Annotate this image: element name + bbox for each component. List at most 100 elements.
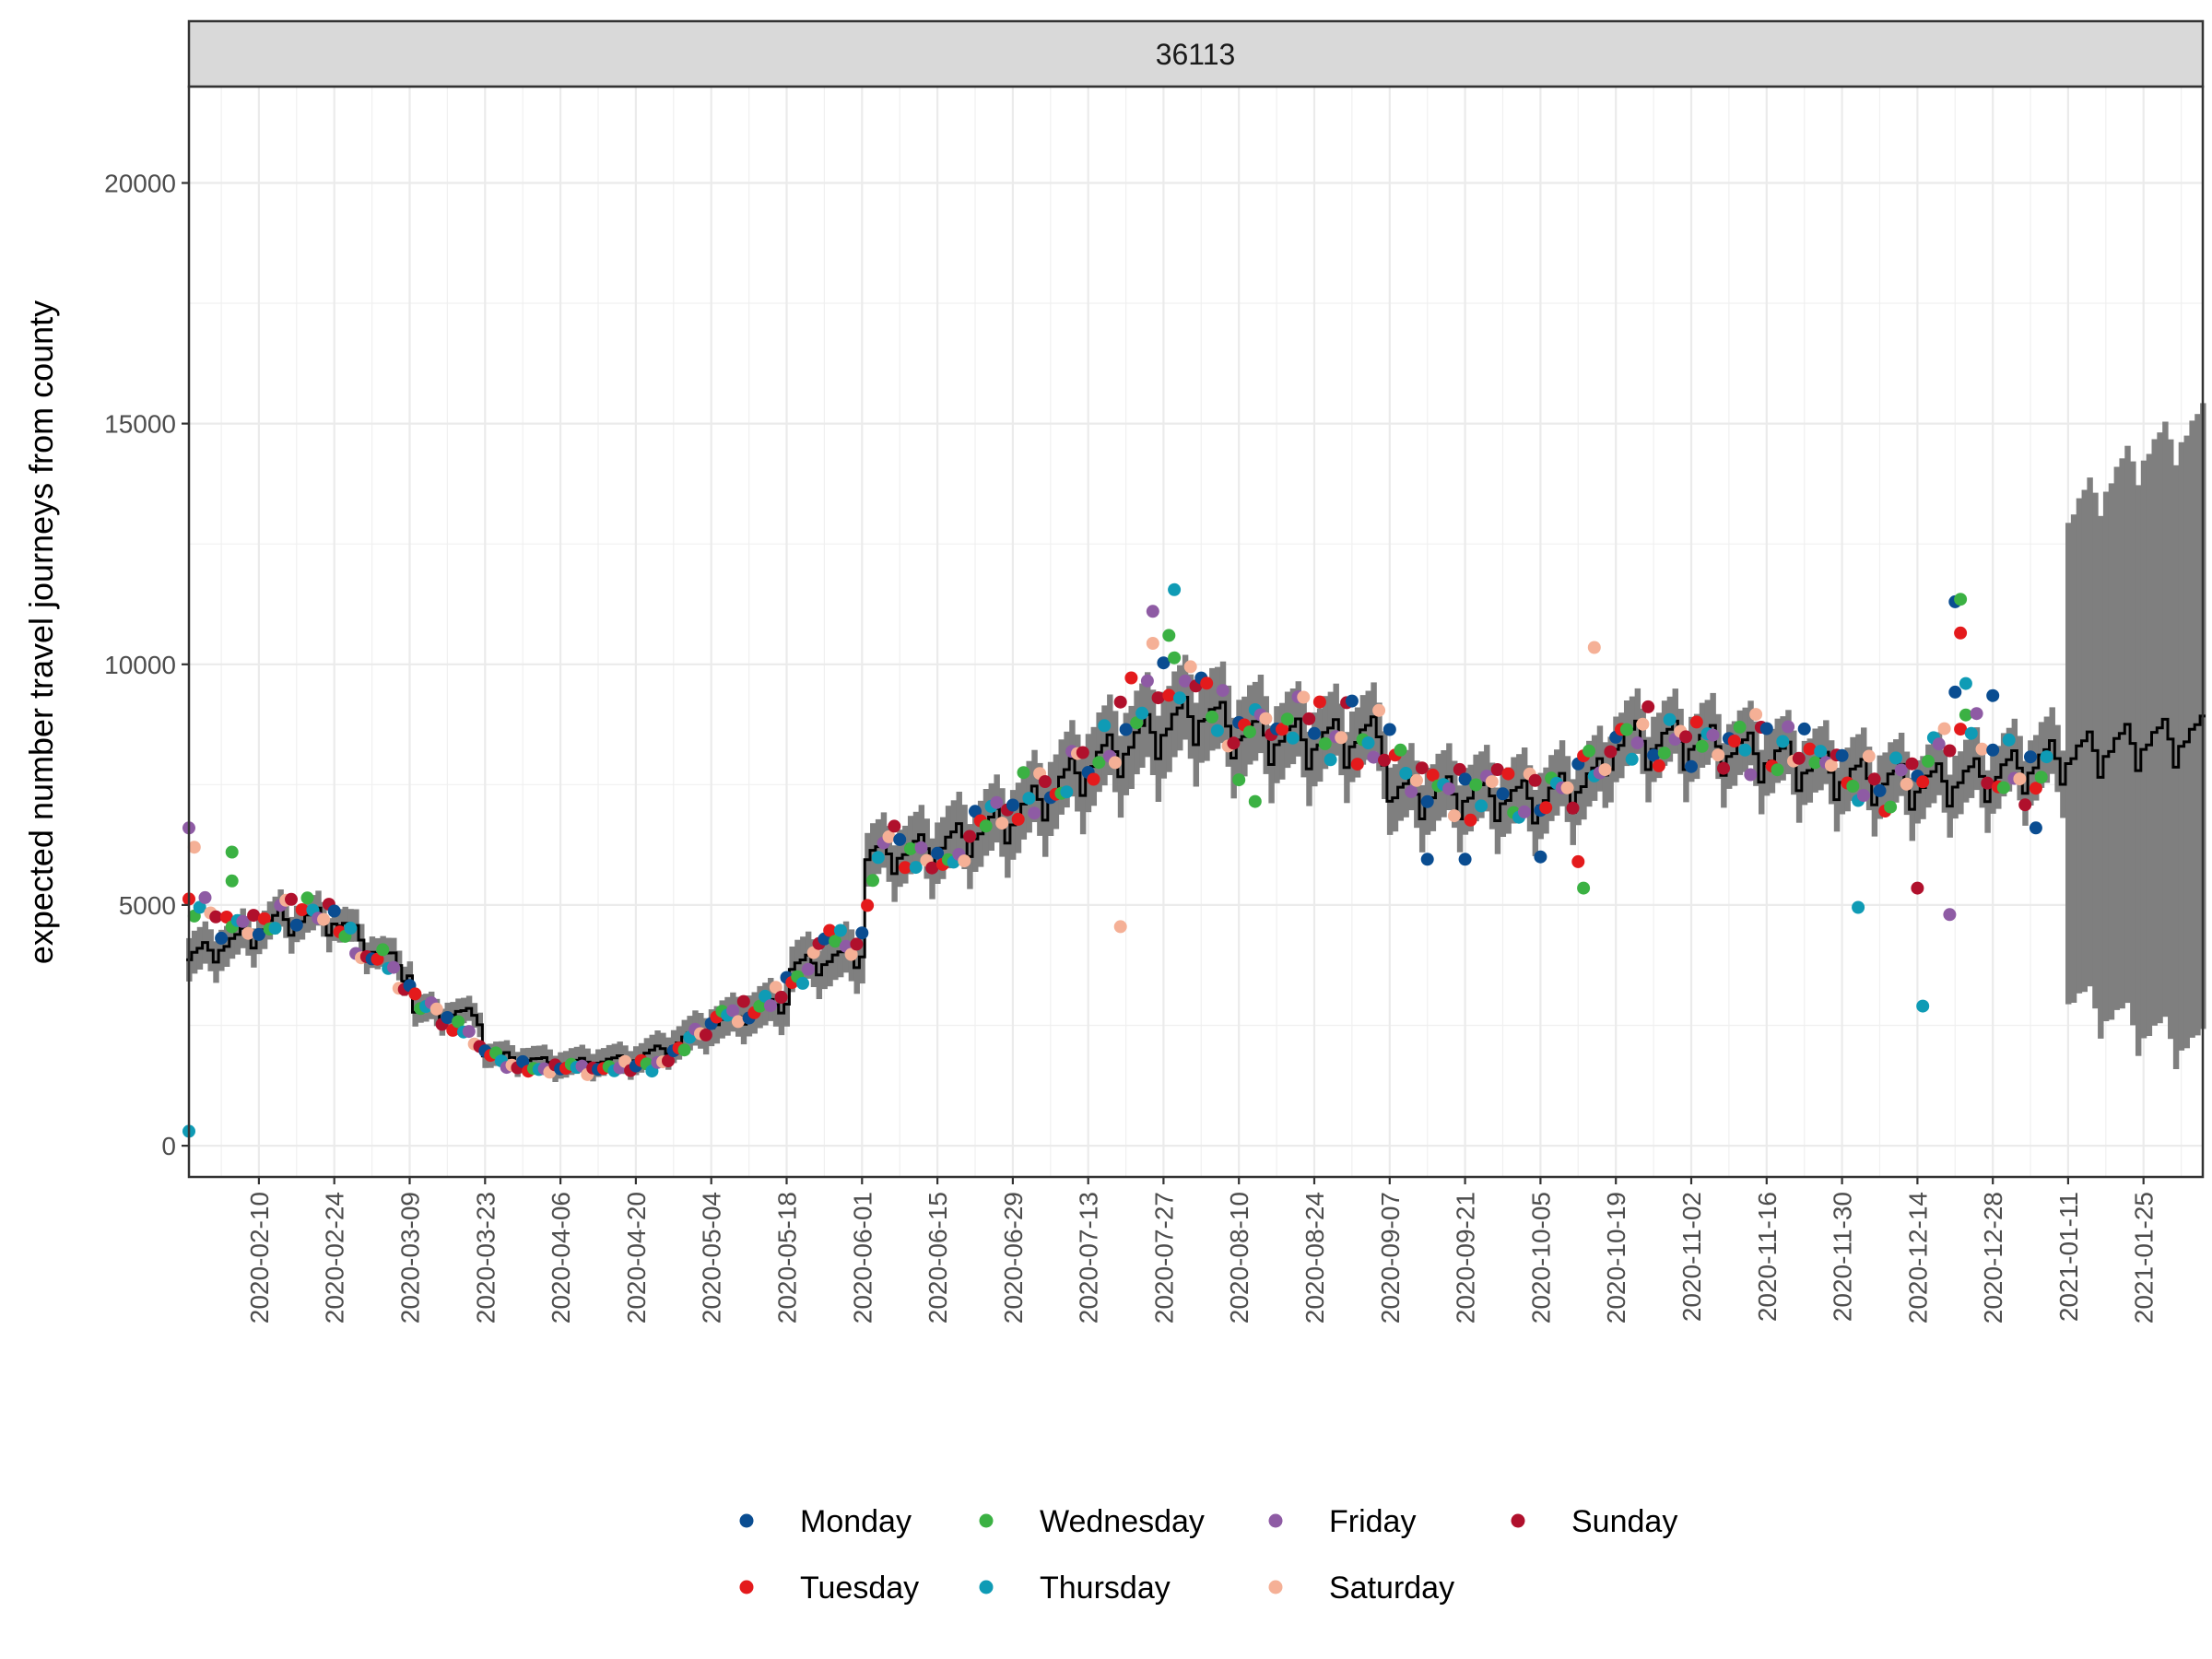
observed-point-thursday: [1098, 719, 1112, 733]
observed-point-sunday: [850, 937, 864, 951]
observed-point-saturday: [769, 981, 782, 994]
observed-point-saturday: [1598, 763, 1612, 777]
observed-point-friday: [1442, 782, 1456, 795]
observed-point-monday: [1534, 850, 1547, 864]
panel-background: [189, 87, 2203, 1177]
x-tick-label: 2020-08-24: [1300, 1192, 1329, 1324]
observed-point-monday: [1420, 794, 1434, 808]
x-tick-label: 2021-01-11: [2054, 1192, 2083, 1322]
observed-point-sunday: [2018, 798, 2032, 812]
observed-point-wednesday: [1959, 708, 1972, 722]
observed-point-saturday: [1410, 773, 1423, 787]
observed-point-monday: [1948, 685, 1962, 699]
facet-strip: 36113: [187, 19, 2205, 88]
observed-point-friday: [990, 795, 1004, 809]
observed-point-friday: [1028, 806, 1041, 820]
legend-key-monday: [739, 1513, 754, 1528]
legend-key-friday: [1268, 1513, 1283, 1528]
observed-point-thursday: [1475, 799, 1488, 813]
observed-point-friday: [1782, 720, 1795, 734]
x-tick-label: 2020-10-19: [1602, 1192, 1630, 1324]
observed-point-friday: [764, 999, 777, 1013]
observed-point-saturday: [882, 830, 896, 843]
observed-point-saturday: [1824, 759, 1838, 772]
observed-point-tuesday: [1464, 813, 1477, 827]
observed-point-tuesday: [1200, 677, 1214, 690]
observed-point-tuesday: [1689, 715, 1703, 729]
observed-point-tuesday: [2029, 782, 2042, 795]
observed-point-monday: [2029, 821, 2042, 835]
observed-point-sunday: [1867, 772, 1881, 786]
observed-point-saturday: [958, 854, 971, 868]
observed-point-thursday: [1852, 900, 1865, 914]
x-tick-label: 2020-03-09: [396, 1192, 425, 1324]
observed-point-wednesday: [1733, 720, 1747, 734]
observed-point-wednesday: [2034, 771, 2048, 784]
observed-point-wednesday: [1808, 756, 1822, 770]
legend-label-sunday: Sunday: [1571, 1504, 1677, 1539]
observed-point-sunday: [1641, 700, 1655, 713]
observed-point-thursday: [909, 861, 923, 875]
observed-point-thursday: [2040, 750, 2053, 764]
observed-point-sunday: [1038, 775, 1052, 788]
observed-point-saturday: [1900, 777, 1913, 791]
observed-point-saturday: [844, 947, 858, 961]
observed-point-thursday: [1738, 743, 1752, 757]
observed-point-wednesday: [1619, 723, 1633, 736]
observed-point-monday: [327, 904, 341, 918]
observed-point-friday: [462, 1025, 476, 1039]
legend-label-tuesday: Tuesday: [800, 1571, 919, 1606]
observed-point-thursday: [1625, 752, 1639, 766]
x-tick-label: 2020-06-15: [924, 1192, 952, 1324]
x-tick-label: 2020-06-29: [999, 1192, 1028, 1324]
observed-point-saturday: [731, 1015, 745, 1029]
observed-point-monday: [1006, 798, 1019, 812]
observed-point-friday: [1405, 784, 1418, 798]
x-tick-label: 2020-07-13: [1075, 1192, 1103, 1324]
x-tick-label: 2020-05-04: [698, 1192, 726, 1324]
observed-point-sunday: [925, 861, 939, 875]
observed-point-tuesday: [1539, 801, 1553, 815]
observed-point-saturday: [429, 1002, 443, 1016]
observed-point-monday: [969, 805, 982, 818]
observed-point-tuesday: [1652, 759, 1665, 772]
x-tick-label: 2020-03-23: [471, 1192, 500, 1324]
observed-point-thursday: [1060, 785, 1074, 799]
x-tick-label: 2021-01-25: [2130, 1192, 2159, 1324]
observed-point-sunday: [888, 819, 901, 833]
observed-point-wednesday: [866, 874, 879, 888]
observed-point-wednesday: [1922, 754, 1935, 768]
legend-key-wednesday: [979, 1513, 994, 1528]
observed-point-wednesday: [1017, 766, 1030, 780]
observed-point-thursday: [1361, 736, 1375, 749]
observed-point-friday: [236, 914, 250, 928]
x-tick-label: 2020-09-07: [1376, 1192, 1405, 1324]
legend-label-wednesday: Wednesday: [1040, 1504, 1205, 1539]
observed-point-thursday: [1889, 751, 1902, 765]
observed-point-sunday: [1905, 757, 1919, 771]
observed-point-sunday: [1981, 776, 1994, 790]
observed-point-thursday: [1916, 999, 1930, 1013]
observed-point-wednesday: [1469, 778, 1483, 792]
observed-point-tuesday: [823, 924, 837, 937]
observed-point-friday: [1517, 805, 1531, 818]
legend-label-saturday: Saturday: [1329, 1571, 1454, 1606]
observed-point-friday: [1367, 750, 1381, 764]
panel-border: [187, 85, 2205, 1179]
observed-point-sunday: [1490, 763, 1504, 776]
observed-point-tuesday: [1011, 812, 1025, 826]
observed-point-saturday: [1560, 781, 1574, 794]
observed-point-saturday: [1447, 809, 1461, 823]
x-tick-label: 2020-02-24: [321, 1192, 349, 1324]
observed-point-tuesday: [861, 899, 875, 912]
facet-strip-background: [187, 19, 2205, 88]
observed-point-wednesday: [753, 999, 767, 1013]
observed-point-monday: [1986, 688, 2000, 702]
observed-point-wednesday: [225, 845, 239, 859]
observed-point-wednesday: [1162, 629, 1176, 642]
observed-point-friday: [1630, 736, 1644, 749]
observed-point-friday: [1970, 707, 1983, 721]
observed-point-sunday: [1302, 712, 1316, 725]
y-axis-title: expected number travel journeys from cou…: [22, 300, 60, 964]
observed-point-saturday: [1587, 641, 1601, 654]
